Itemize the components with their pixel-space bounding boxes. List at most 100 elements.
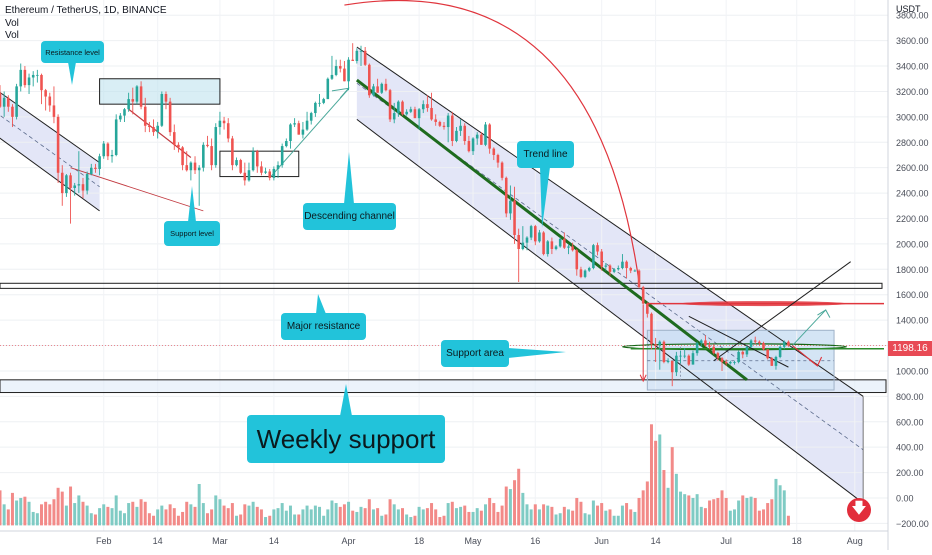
time-tick-label: Feb: [96, 536, 112, 546]
left-channel-line: [0, 91, 100, 164]
volume-bar: [612, 515, 616, 526]
volume-bar: [351, 510, 355, 526]
volume-bar: [741, 495, 745, 526]
volume-bar: [10, 492, 14, 526]
volume-bar: [591, 500, 595, 526]
trend-line-pointer: [540, 167, 550, 228]
candle-body: [139, 86, 143, 107]
candle-body: [334, 66, 338, 75]
candle-body: [222, 120, 226, 124]
volume-bar: [69, 486, 73, 526]
chart-legend: Ethereum / TetherUS, 1D, BINANCE Vol Vol: [5, 5, 167, 43]
candle-body: [40, 74, 43, 91]
candle-body: [330, 74, 334, 79]
time-tick-label: 18: [792, 536, 802, 546]
candle-body: [666, 360, 670, 363]
volume-bar: [276, 508, 280, 526]
candle-body: [297, 123, 301, 135]
volume-bar: [363, 508, 367, 526]
volume-bar: [757, 510, 761, 526]
time-tick-label: Jun: [594, 536, 609, 546]
volume-bar: [330, 500, 334, 526]
candle-body: [708, 345, 711, 347]
candle-body: [272, 168, 276, 178]
price-tick-label: 1400.00: [896, 316, 929, 326]
volume-bar: [616, 515, 620, 526]
volume-bar: [770, 499, 774, 526]
volume-bar: [774, 478, 778, 526]
volume-bar: [558, 513, 562, 526]
volume-bar: [280, 503, 284, 526]
candle-body: [787, 341, 790, 346]
candle-body: [351, 59, 354, 61]
volume-bar: [695, 494, 699, 526]
candle-body: [646, 303, 649, 314]
candle-body: [558, 238, 562, 247]
volume-bar: [484, 504, 487, 526]
candle-body: [276, 165, 280, 169]
volume-bar: [384, 514, 388, 526]
volume-bar: [152, 515, 156, 526]
volume-bar: [226, 508, 230, 526]
candle-body: [106, 143, 110, 157]
green-arrow-head: [331, 87, 350, 99]
volume-bar: [430, 503, 434, 526]
candle-body: [637, 270, 641, 288]
candle-body: [529, 226, 533, 238]
volume-bar: [579, 501, 583, 526]
volume-bar: [454, 508, 458, 526]
arrow-down-circle-icon[interactable]: 🡇: [847, 498, 871, 522]
price-tick-label: 400.00: [896, 443, 924, 453]
volume-bar: [342, 504, 346, 526]
volume-bar: [425, 508, 429, 526]
volume-bar: [737, 500, 741, 526]
price-tick-label: 2600.00: [896, 163, 929, 173]
candle-body: [778, 346, 782, 357]
volume-bar: [633, 511, 637, 526]
candle-body: [405, 111, 408, 115]
candle-body: [90, 167, 93, 175]
volume-bar: [239, 514, 243, 526]
volume-bar: [359, 506, 363, 526]
candle-body: [587, 268, 591, 271]
volume-bar: [251, 501, 255, 526]
volume-bar: [19, 497, 23, 526]
candle-body: [729, 362, 732, 364]
price-tick-label: 600.00: [896, 417, 924, 427]
candle-body: [181, 147, 184, 166]
volume-bar: [214, 495, 218, 526]
candle-body: [625, 261, 628, 269]
volume-bar: [81, 501, 85, 526]
volume-bar: [201, 503, 205, 526]
volume-bar: [122, 513, 126, 526]
candle-body: [372, 86, 375, 96]
candle-body: [135, 86, 139, 102]
candle-body: [239, 160, 242, 173]
volume-bar: [687, 495, 691, 526]
candle-body: [699, 340, 703, 343]
volume-bar: [766, 503, 770, 526]
volume-bar: [604, 510, 608, 526]
volume-bar: [367, 499, 371, 526]
candle-body: [434, 119, 437, 122]
candle-body: [459, 125, 462, 131]
candle-body: [119, 115, 122, 120]
volume-bar: [708, 500, 712, 526]
candle-body: [210, 146, 213, 166]
volume-bar: [247, 505, 251, 526]
volume-bar: [413, 515, 417, 526]
candle-body: [52, 105, 56, 117]
volume-bar: [56, 487, 60, 526]
candle-body: [430, 107, 433, 120]
volume-bar: [645, 481, 649, 526]
trend-line: [355, 78, 748, 382]
price-tick-label: 1600.00: [896, 290, 929, 300]
candle-body: [426, 104, 429, 108]
range-box: [646, 329, 835, 391]
candle-body: [442, 125, 446, 128]
candle-body: [359, 50, 363, 52]
volume-bar: [160, 505, 164, 526]
resistance-level-box: [99, 78, 221, 105]
